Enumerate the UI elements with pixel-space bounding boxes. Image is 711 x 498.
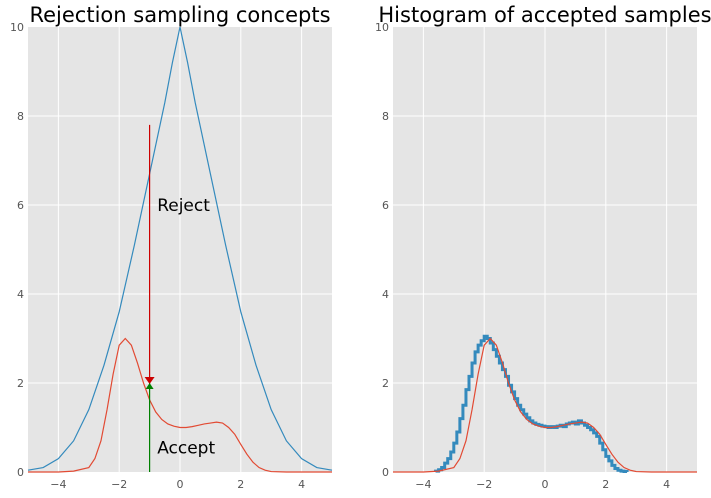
y-tick-label: 6 (382, 199, 389, 212)
reject-arrowhead (144, 377, 155, 384)
y-tick-label: 0 (382, 466, 389, 479)
right-grid (393, 27, 697, 472)
right-chart-marks (393, 334, 697, 474)
x-tick-label: 0 (177, 478, 184, 491)
y-tick-label: 8 (17, 110, 24, 123)
target-curve (28, 337, 332, 473)
reject-annotation: Reject (157, 196, 210, 216)
x-tick-label: 0 (542, 478, 549, 491)
x-tick-label: 4 (298, 478, 305, 491)
left-chart-title: Rejection sampling concepts (29, 3, 330, 27)
x-tick-label: −4 (415, 478, 431, 491)
y-tick-label: 4 (382, 288, 389, 301)
histogram-steps (434, 334, 629, 474)
left-grid (28, 27, 332, 472)
right-tick-labels: −4 −2 0 2 4 0 2 4 6 8 10 (375, 21, 670, 491)
right-chart-title: Histogram of accepted samples (378, 3, 711, 27)
left-chart-marks (27, 26, 333, 473)
x-tick-label: −4 (50, 478, 66, 491)
right-panel: Histogram of accepted samples −4 −2 0 2 4 0 2 4… (375, 3, 711, 491)
x-tick-label: 4 (663, 478, 670, 491)
left-panel: Rejection sampling concepts −4 −2 0 2 4 0 2 4 6 8… (10, 3, 333, 491)
accept-arrowhead (145, 383, 154, 389)
y-tick-label: 0 (17, 466, 24, 479)
proposal-curve (27, 26, 333, 471)
y-tick-label: 8 (382, 110, 389, 123)
left-tick-labels: −4 −2 0 2 4 0 2 4 6 8 10 (10, 21, 305, 491)
accept-annotation: Accept (157, 439, 215, 459)
y-tick-label: 4 (17, 288, 24, 301)
y-tick-label: 6 (17, 199, 24, 212)
x-tick-label: −2 (476, 478, 492, 491)
y-tick-label: 2 (382, 377, 389, 390)
x-tick-label: 2 (237, 478, 244, 491)
x-tick-label: 2 (602, 478, 609, 491)
y-tick-label: 10 (375, 21, 389, 34)
x-tick-label: −2 (111, 478, 127, 491)
y-tick-label: 10 (10, 21, 24, 34)
y-tick-label: 2 (17, 377, 24, 390)
target-curve (393, 337, 697, 473)
